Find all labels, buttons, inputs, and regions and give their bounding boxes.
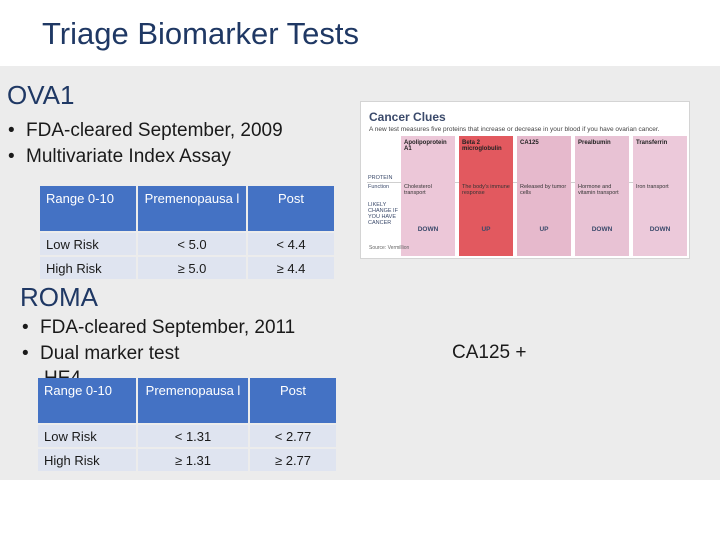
roma-bullet-list: FDA-cleared September, 2011 Dual marker … [22, 315, 295, 367]
cancer-clues-infographic: Cancer Clues A new test measures five pr… [360, 101, 690, 259]
protein-name: Prealbumin [578, 140, 611, 146]
table-row: Low Risk < 5.0 < 4.4 [40, 231, 334, 256]
protein-name: Beta 2 microglobulin [462, 140, 502, 152]
infographic-column: Prealbumin Hormone and vitamin transport D… [575, 136, 629, 256]
protein-function: Iron transport [636, 184, 669, 190]
protein-function: Hormone and vitamin transport [578, 184, 619, 196]
header-post: Post [249, 378, 336, 424]
cell-post: < 2.77 [249, 423, 336, 448]
table-header-row: Range 0-10 Premenopausa l Post [38, 378, 336, 424]
protein-name: CA125 [520, 140, 539, 146]
row-label: High Risk [38, 447, 138, 471]
cell-premenopausal: ≥ 1.31 [137, 447, 250, 471]
cell-premenopausal: < 1.31 [137, 423, 250, 448]
infographic-column: Beta 2 microglobulin The body's immune re… [459, 136, 513, 256]
infographic-title: Cancer Clues [369, 110, 446, 124]
ova1-heading: OVA1 [7, 80, 75, 110]
header-premenopausal: Premenopausa l [137, 186, 248, 232]
cell-post: < 4.4 [247, 231, 334, 256]
row-label: Low Risk [38, 423, 138, 448]
cell-premenopausal: < 5.0 [137, 231, 248, 256]
roma-range-table: Range 0-10 Premenopausa l Post Low Risk … [38, 378, 336, 471]
ova1-bullet: Multivariate Index Assay [8, 144, 283, 170]
infographic-column: CA125 Released by tumor cells UP [517, 136, 571, 256]
slide-title: Triage Biomarker Tests [42, 16, 359, 51]
table-row: High Risk ≥ 5.0 ≥ 4.4 [40, 255, 334, 279]
protein-change: UP [539, 226, 549, 233]
ova1-bullet-list: FDA-cleared September, 2009 Multivariate… [8, 118, 283, 170]
row-label-protein: PROTEIN [368, 175, 393, 181]
table-row: Low Risk < 1.31 < 2.77 [38, 423, 336, 448]
ova1-range-table: Range 0-10 Premenopausa l Post Low Risk … [40, 186, 334, 279]
protein-change: DOWN [649, 226, 671, 233]
row-label-function: Function [368, 184, 390, 190]
protein-change: UP [481, 226, 491, 233]
roma-bullet: FDA-cleared September, 2011 [22, 315, 295, 341]
protein-name: Apolipoprotein A1 [404, 140, 447, 152]
roma-bullet: Dual marker test [22, 341, 295, 367]
protein-function: Released by tumor cells [520, 184, 567, 196]
cell-premenopausal: ≥ 5.0 [137, 255, 248, 279]
cell-post: ≥ 4.4 [247, 255, 334, 279]
header-range: Range 0-10 [40, 186, 138, 232]
protein-change: DOWN [591, 226, 613, 233]
infographic-subtitle: A new test measures five proteins that i… [369, 126, 660, 133]
row-label-change: LIKELY CHANGE IF YOU HAVE CANCER [368, 202, 398, 226]
infographic-column: Transferrin Iron transport DOWN [633, 136, 687, 256]
header-premenopausal: Premenopausa l [137, 378, 250, 424]
roma-heading: ROMA [20, 282, 98, 312]
table-row: High Risk ≥ 1.31 ≥ 2.77 [38, 447, 336, 471]
infographic-source: Source: Vermillion [369, 245, 410, 251]
ova1-bullet: FDA-cleared September, 2009 [8, 118, 283, 144]
infographic-column: Apolipoprotein A1 Cholesterol transport DO… [401, 136, 455, 256]
roma-side-text: CA125 + [452, 342, 527, 363]
protein-change: DOWN [417, 226, 439, 233]
protein-function: The body's immune response [462, 184, 510, 196]
row-label: High Risk [40, 255, 138, 279]
header-post: Post [247, 186, 334, 232]
table-header-row: Range 0-10 Premenopausa l Post [40, 186, 334, 232]
protein-name: Transferrin [636, 140, 668, 146]
header-range: Range 0-10 [38, 378, 138, 424]
cell-post: ≥ 2.77 [249, 447, 336, 471]
row-label: Low Risk [40, 231, 138, 256]
protein-function: Cholesterol transport [404, 184, 432, 196]
